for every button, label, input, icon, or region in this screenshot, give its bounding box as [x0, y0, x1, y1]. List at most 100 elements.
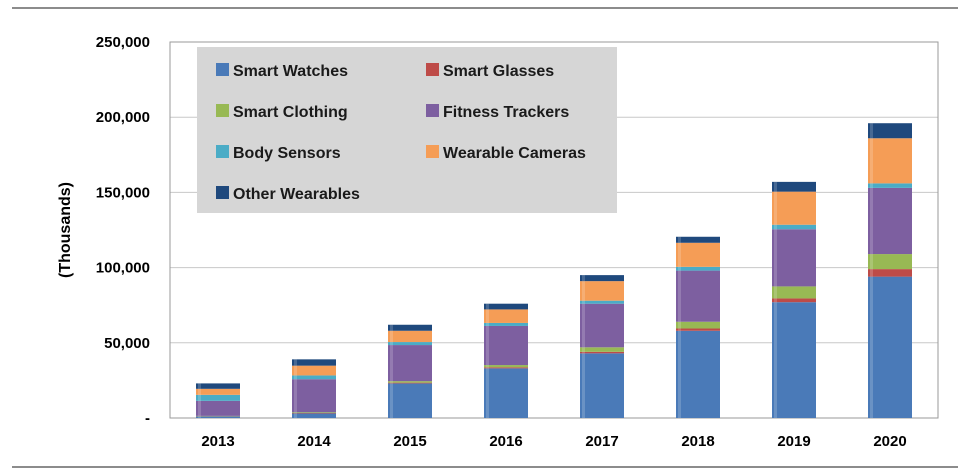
bar-highlight [486, 367, 489, 369]
bar-highlight [774, 191, 777, 225]
bar-segment [196, 394, 240, 401]
bar-highlight [486, 368, 489, 418]
bar-highlight [678, 270, 681, 322]
x-tick-label: 2014 [297, 433, 331, 450]
bar-segment [292, 379, 336, 413]
bar-highlight [774, 298, 777, 303]
bar-highlight [486, 365, 489, 368]
x-tick-label: 2015 [393, 433, 426, 450]
bar-highlight [198, 400, 201, 416]
bar-segment [772, 298, 816, 303]
bar-segment [580, 353, 624, 418]
legend-label: Smart Watches [233, 63, 348, 80]
bar-highlight [294, 413, 297, 418]
legend-swatch [426, 104, 439, 117]
bar-highlight [294, 365, 297, 376]
bar-highlight [486, 309, 489, 323]
bar-highlight [870, 138, 873, 184]
legend-swatch [216, 63, 229, 76]
bar-highlight [390, 330, 393, 343]
bar-segment [196, 416, 240, 418]
bar-highlight [678, 266, 681, 271]
bar-segment [868, 269, 912, 277]
bar-highlight [582, 303, 585, 348]
legend-label: Fitness Trackers [443, 104, 569, 121]
legend-swatch [426, 63, 439, 76]
legend-box [197, 47, 617, 213]
bar-segment [292, 365, 336, 376]
bar-highlight [390, 381, 393, 383]
bar-segment [676, 328, 720, 331]
bar-segment [388, 330, 432, 343]
legend-label: Smart Clothing [233, 104, 348, 121]
legend-label: Body Sensors [233, 145, 341, 162]
bar-segment [868, 254, 912, 270]
bar-highlight [486, 303, 489, 310]
bar-highlight [774, 224, 777, 230]
bar-highlight [774, 302, 777, 418]
bar-segment [196, 388, 240, 395]
y-tick-label: 200,000 [96, 109, 150, 126]
legend: Smart Watches Smart Glasses Smart Clothing… [197, 47, 617, 213]
bar-highlight [294, 412, 297, 414]
bar-segment [388, 381, 432, 383]
bar-segment [676, 321, 720, 329]
bar-highlight [582, 281, 585, 301]
bar-highlight [390, 345, 393, 382]
bar-segment [388, 342, 432, 346]
bar-highlight [678, 242, 681, 267]
bar-highlight [678, 328, 681, 331]
bar-segment [388, 324, 432, 331]
bar-segment [580, 275, 624, 282]
bar-highlight [678, 321, 681, 329]
bar-highlight [198, 383, 201, 389]
bar-segment [676, 266, 720, 271]
legend-swatch [426, 145, 439, 158]
bar-segment [196, 383, 240, 389]
bar-segment [292, 413, 336, 418]
bar-highlight [390, 324, 393, 331]
bar-highlight [390, 383, 393, 418]
bar-highlight [486, 322, 489, 326]
legend-swatch [216, 145, 229, 158]
bar-highlight [774, 286, 777, 299]
bar-highlight [198, 388, 201, 395]
bar-highlight [582, 275, 585, 282]
bar-segment [484, 365, 528, 368]
legend-label: Smart Glasses [443, 63, 554, 80]
bar-highlight [870, 123, 873, 139]
bar-highlight [486, 325, 489, 366]
bar-segment [676, 270, 720, 322]
bar-segment [772, 302, 816, 418]
bar-highlight [294, 375, 297, 380]
bar-segment [292, 375, 336, 380]
y-tick-label: 250,000 [96, 34, 150, 51]
bar-segment [772, 286, 816, 299]
bar-segment [868, 138, 912, 184]
bar-segment [484, 368, 528, 418]
x-tick-label: 2020 [873, 433, 906, 450]
bar-segment [388, 345, 432, 382]
legend-swatch [216, 186, 229, 199]
bar-segment [484, 303, 528, 310]
bar-segment [868, 187, 912, 255]
y-tick-label: 50,000 [104, 335, 150, 352]
bar-segment [868, 276, 912, 418]
bar-highlight [774, 181, 777, 192]
bar-highlight [582, 351, 585, 354]
x-tick-label: 2017 [585, 433, 618, 450]
bar-segment [676, 236, 720, 243]
top-rule [12, 7, 958, 9]
y-tick-label: - [145, 410, 150, 427]
bar-highlight [774, 229, 777, 287]
bar-highlight [198, 394, 201, 401]
bar-highlight [870, 187, 873, 255]
bar-segment [484, 325, 528, 366]
bar-highlight [582, 347, 585, 352]
bar-highlight [870, 269, 873, 277]
bar-segment [580, 281, 624, 301]
bar-segment [772, 224, 816, 230]
bar-highlight [870, 276, 873, 418]
bar-segment [868, 183, 912, 188]
